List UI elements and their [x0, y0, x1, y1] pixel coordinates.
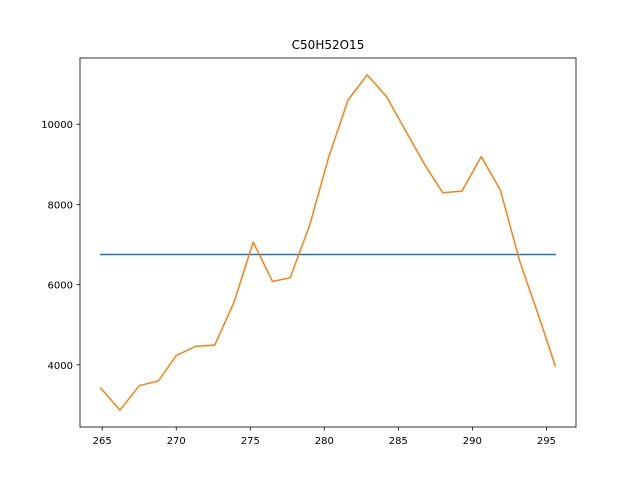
- x-tick-label: 290: [463, 436, 482, 447]
- series-line-2: [99, 74, 557, 411]
- x-tick-label: 295: [537, 436, 556, 447]
- plot-area: [99, 74, 557, 411]
- y-tick-label: 10000: [41, 120, 73, 131]
- x-tick-label: 265: [93, 436, 112, 447]
- x-tick-label: 270: [167, 436, 186, 447]
- axes-frame: [79, 57, 577, 428]
- x-tick-label: 280: [315, 436, 334, 447]
- axes: 265 270 275 280 285 290 295 4000 6000 8000 10000: [41, 57, 577, 447]
- y-tick-label: 6000: [48, 281, 73, 292]
- x-tick-label: 285: [389, 436, 408, 447]
- y-tick-label: 4000: [48, 361, 73, 372]
- y-tick-label: 8000: [48, 200, 73, 211]
- x-tick-label: 275: [241, 436, 260, 447]
- chart-title: C50H52O15: [292, 38, 365, 52]
